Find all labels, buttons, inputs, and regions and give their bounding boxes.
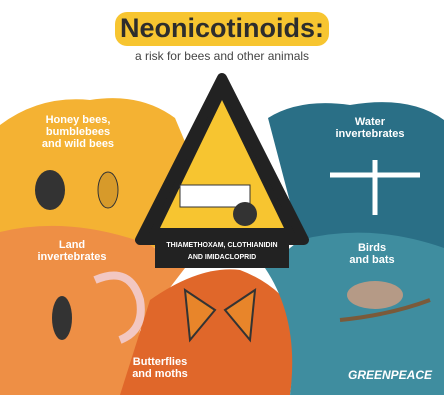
section-label: and bats	[349, 254, 394, 266]
section-label: invertebrates	[37, 251, 106, 263]
logo: GREENPEACE	[348, 368, 433, 382]
warning-label-bg	[155, 236, 289, 268]
section-label: and moths	[132, 368, 188, 380]
section-label: Water	[355, 116, 386, 128]
tractor-wheel	[233, 202, 257, 226]
bumblebee-icon	[35, 170, 65, 210]
section-label: invertebrates	[335, 128, 404, 140]
warning-label: AND IMIDACLOPRID	[188, 254, 256, 261]
section-label: and wild bees	[42, 138, 114, 150]
title: Neonicotinoids:	[120, 13, 324, 43]
subtitle: a risk for bees and other animals	[135, 49, 309, 63]
bee-icon	[98, 172, 118, 208]
section-label: bumblebees	[46, 126, 110, 138]
infographic: Neonicotinoids: a risk for bees and othe…	[0, 0, 444, 410]
section-label: Land	[59, 239, 85, 251]
warning-label: THIAMETHOXAM, CLOTHIANIDIN	[166, 242, 277, 249]
bird-icon	[347, 281, 403, 309]
beetle-icon	[52, 296, 72, 340]
section-label: Butterflies	[133, 356, 187, 368]
section-label: Birds	[358, 242, 386, 254]
section-label: Honey bees,	[46, 114, 111, 126]
